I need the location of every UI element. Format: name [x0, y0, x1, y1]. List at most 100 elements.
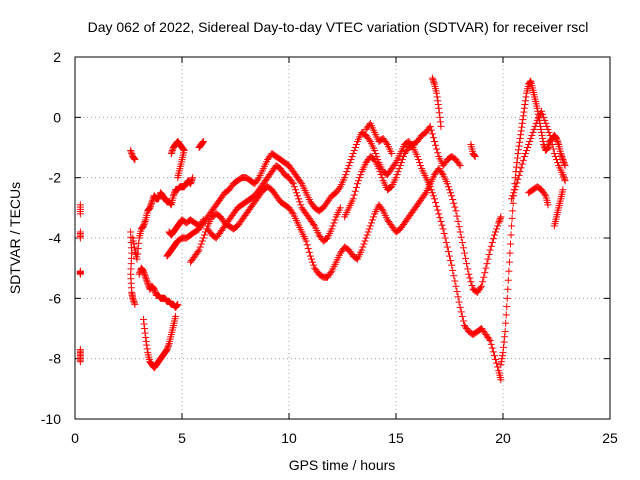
data-point	[432, 199, 440, 207]
data-point	[447, 189, 455, 197]
data-point	[458, 239, 466, 247]
data-point	[145, 205, 153, 213]
data-point	[561, 177, 569, 185]
data-point	[450, 199, 458, 207]
data-point	[561, 175, 569, 183]
data-point	[517, 127, 525, 135]
data-point	[494, 222, 502, 230]
data-point	[135, 239, 143, 247]
data-point	[456, 228, 464, 236]
data-point	[482, 264, 490, 272]
data-point	[514, 150, 522, 158]
data-point	[138, 223, 146, 231]
data-point	[130, 240, 138, 248]
y-tick-label: -6	[49, 290, 62, 306]
data-point	[544, 201, 552, 209]
data-point	[434, 101, 442, 109]
data-point	[539, 137, 547, 145]
data-point	[139, 315, 147, 323]
data-point	[141, 270, 149, 278]
data-point	[348, 153, 356, 161]
data-point	[398, 156, 406, 164]
data-point	[194, 248, 202, 256]
data-point	[414, 156, 422, 164]
data-point	[427, 126, 435, 134]
data-point	[498, 352, 506, 360]
data-point	[435, 104, 443, 112]
data-point	[496, 216, 504, 224]
y-axis-label: SDTVAR / TECUs	[7, 182, 23, 294]
data-point	[489, 235, 497, 243]
data-point	[477, 284, 485, 292]
data-point	[436, 118, 444, 126]
data-point	[514, 175, 522, 183]
data-point	[142, 334, 150, 342]
data-point	[360, 240, 368, 248]
data-point	[140, 220, 148, 228]
data-point	[554, 137, 562, 145]
data-point	[368, 216, 376, 224]
data-point	[366, 222, 374, 230]
data-point	[559, 156, 567, 164]
data-point	[496, 214, 504, 222]
data-point	[307, 255, 315, 263]
data-point	[395, 165, 403, 173]
data-point	[521, 97, 529, 105]
data-point	[134, 245, 142, 253]
data-point	[450, 272, 458, 280]
data-point	[434, 206, 442, 214]
data-point	[355, 177, 363, 185]
data-point	[129, 234, 137, 242]
data-point	[504, 276, 512, 284]
data-point	[302, 237, 310, 245]
data-point	[521, 150, 529, 158]
data-point	[130, 243, 138, 251]
data-point	[490, 352, 498, 360]
data-point	[532, 119, 540, 127]
data-point	[452, 282, 460, 290]
data-point	[441, 234, 449, 242]
data-point	[188, 175, 196, 183]
data-point	[391, 160, 399, 168]
data-point	[554, 139, 562, 147]
data-point	[143, 341, 151, 349]
data-point	[513, 179, 521, 187]
data-point	[488, 344, 496, 352]
data-point	[492, 355, 500, 363]
data-point	[350, 147, 358, 155]
data-point	[484, 255, 492, 263]
data-point	[356, 174, 364, 182]
data-point	[382, 139, 390, 147]
data-point	[142, 275, 150, 283]
data-point	[342, 171, 350, 179]
data-point	[488, 239, 496, 247]
data-point	[146, 204, 154, 212]
data-point	[168, 148, 176, 156]
data-point	[506, 249, 514, 257]
data-point	[524, 144, 532, 151]
data-point	[543, 122, 551, 130]
data-point	[433, 93, 441, 101]
data-point	[493, 359, 501, 367]
data-point	[503, 303, 511, 311]
data-point	[165, 341, 173, 349]
data-point	[198, 139, 206, 147]
data-point	[199, 138, 207, 146]
data-point	[486, 337, 494, 345]
data-point	[465, 270, 473, 278]
data-point	[148, 198, 156, 206]
data-point	[376, 168, 384, 176]
data-point	[306, 252, 314, 260]
data-point	[495, 217, 503, 225]
data-point	[553, 136, 561, 144]
data-point	[361, 237, 369, 245]
data-point	[296, 198, 304, 206]
data-point	[440, 229, 448, 237]
data-point	[289, 180, 297, 188]
data-point	[417, 162, 425, 170]
data-point	[199, 234, 207, 242]
data-point	[434, 149, 442, 157]
plot-frame	[74, 56, 611, 420]
data-point	[504, 285, 512, 293]
data-point	[538, 131, 546, 139]
